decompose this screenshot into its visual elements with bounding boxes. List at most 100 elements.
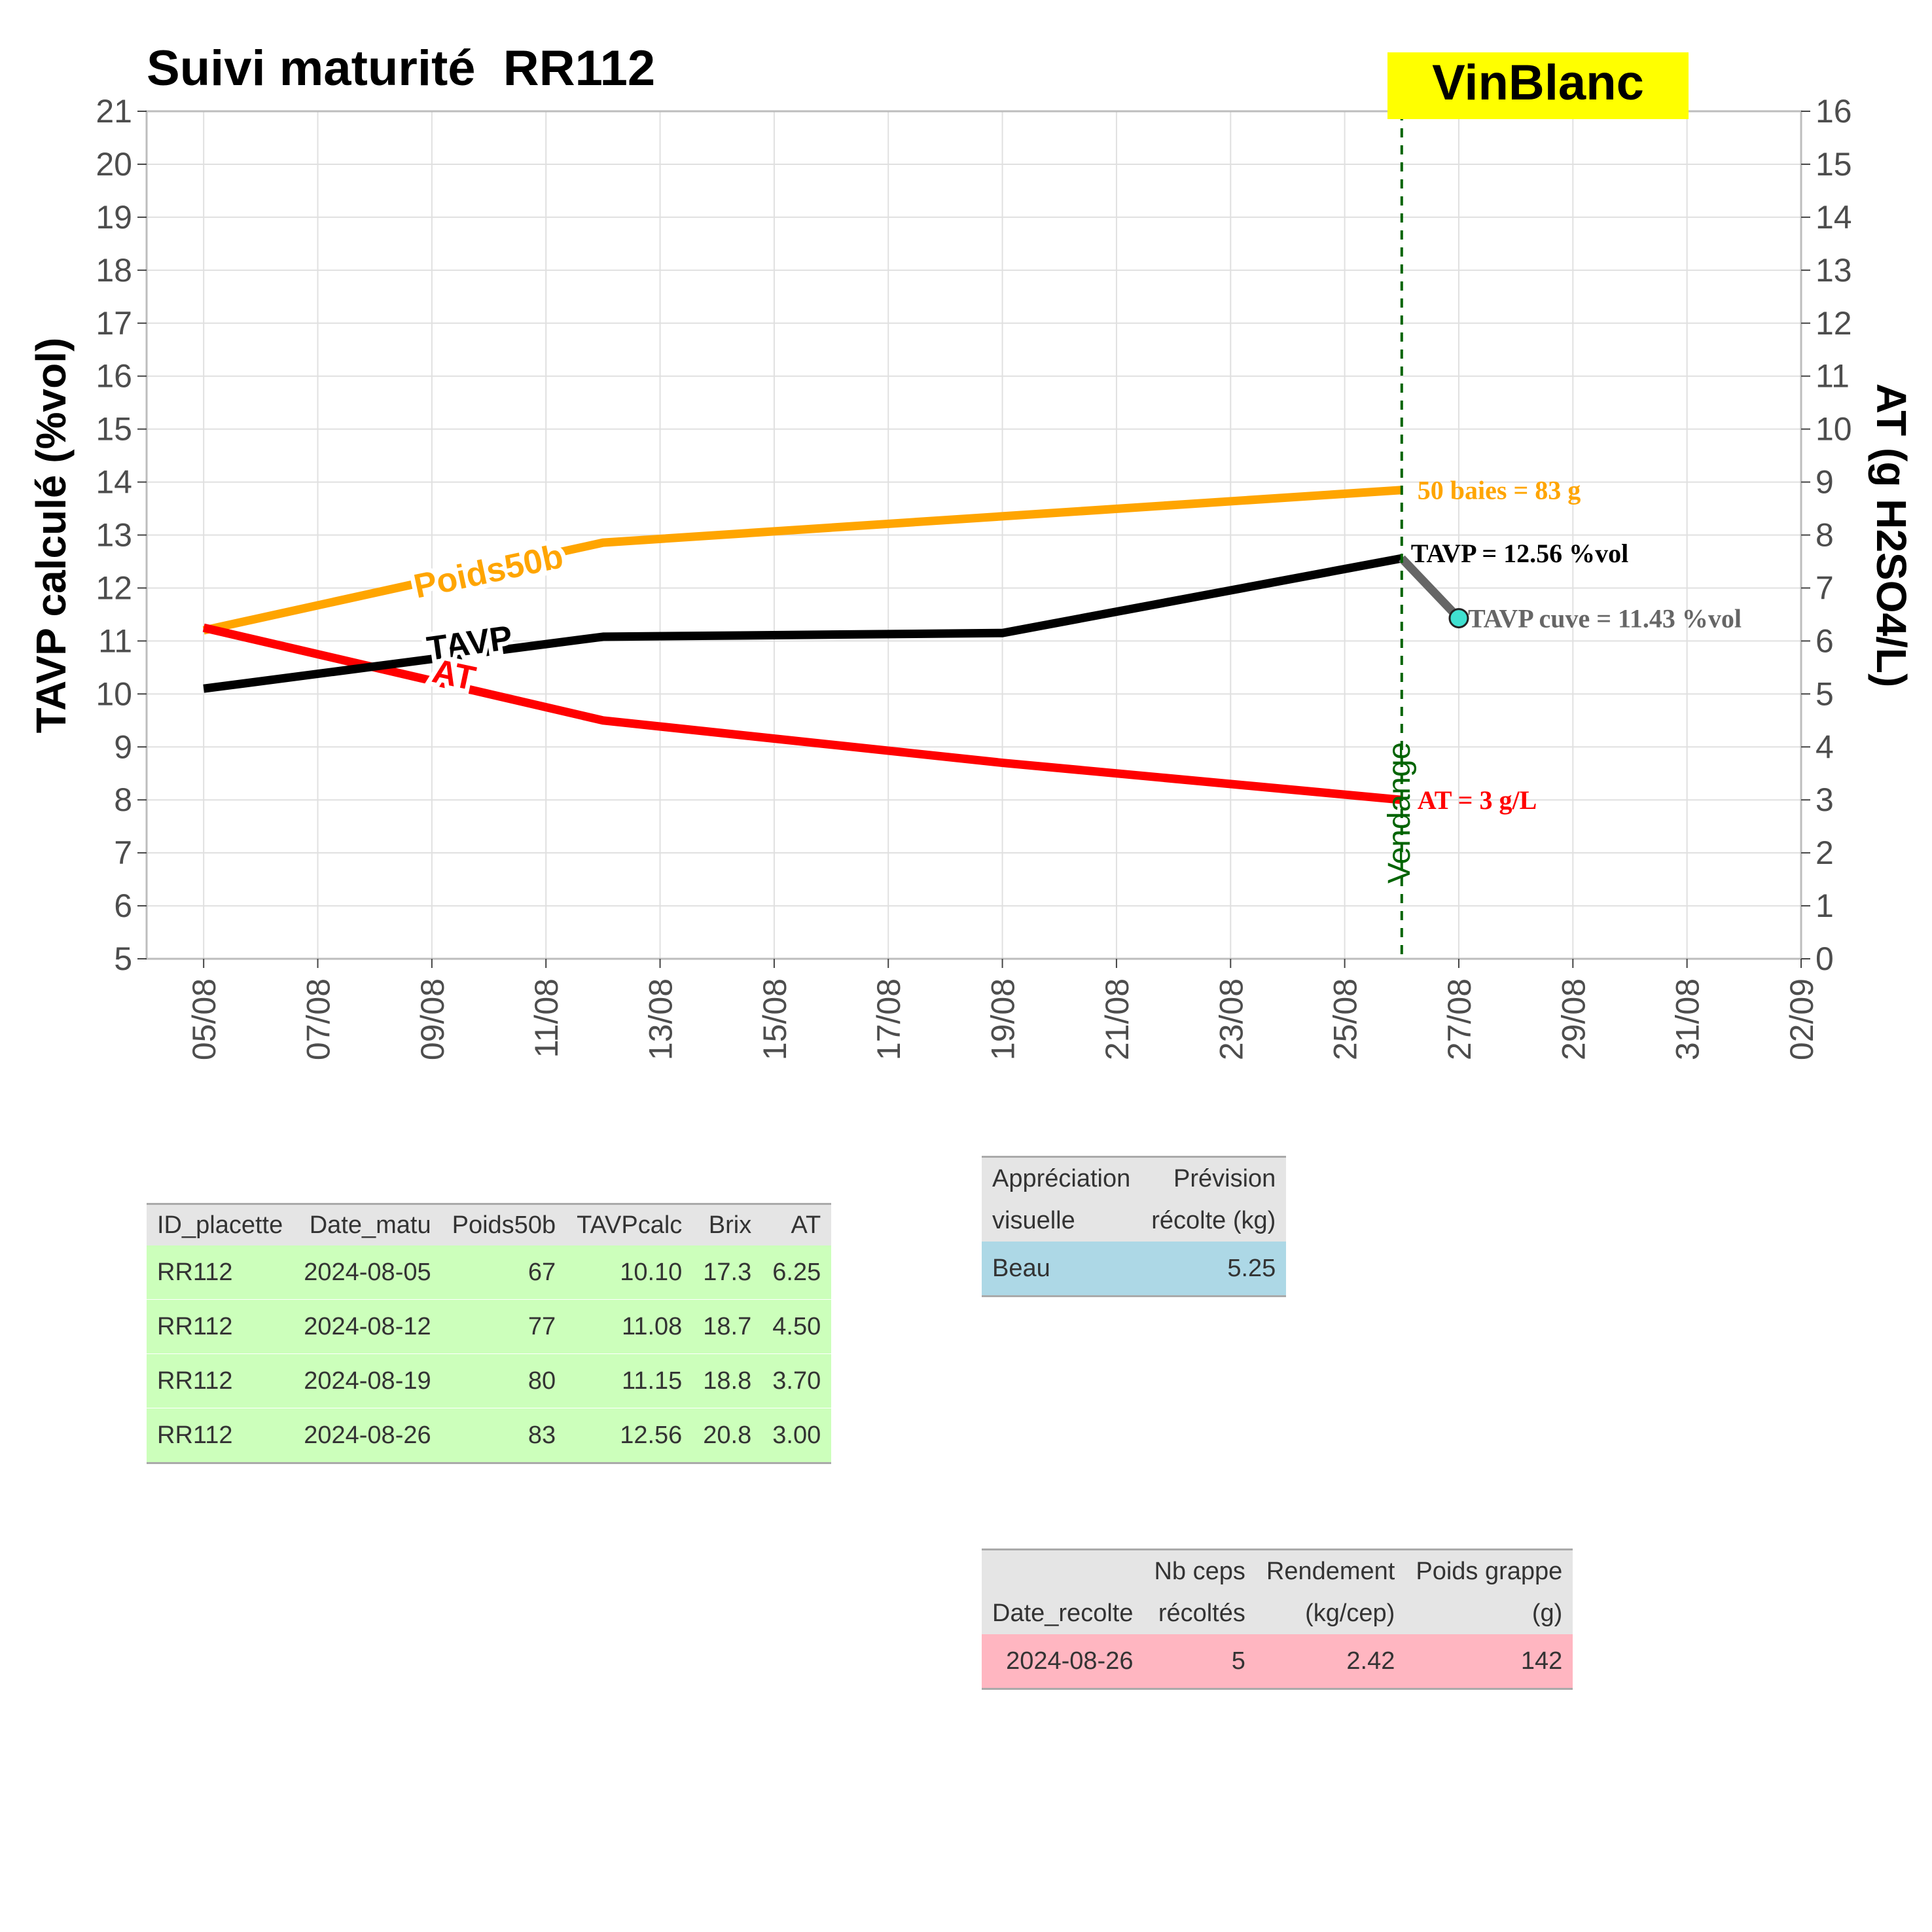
table-cell: 3.70 bbox=[762, 1353, 832, 1408]
x-tick-label: 25/08 bbox=[1327, 978, 1364, 1060]
chart-grid bbox=[147, 111, 1802, 959]
annotation-at: AT = 3 g/L bbox=[1418, 785, 1537, 815]
table-row: RR112 2024-08-19 80 11.15 18.8 3.70 bbox=[147, 1353, 832, 1408]
x-tick-label: 13/08 bbox=[643, 978, 679, 1060]
col-header-line: (g) bbox=[1531, 1600, 1563, 1627]
table-cell: 20.8 bbox=[692, 1408, 762, 1464]
y-axis-left-label: TAVP calculé (%vol) bbox=[27, 338, 75, 734]
table-cell: 2024-08-12 bbox=[293, 1299, 442, 1354]
y-left-tick-label: 13 bbox=[96, 517, 132, 554]
y-left-tick-label: 9 bbox=[114, 728, 132, 765]
y-left-tick-label: 11 bbox=[98, 622, 132, 659]
series-line-at bbox=[202, 623, 1403, 804]
annotation-cuve: TAVP cuve = 11.43 %vol bbox=[1468, 604, 1742, 634]
col-header: Prévision récolte (kg) bbox=[1141, 1156, 1287, 1242]
col-header: Date_recolte bbox=[982, 1548, 1144, 1634]
y-left-tick-label: 12 bbox=[96, 569, 132, 606]
appreciation-table: Appréciation visuelle Prévision récolte … bbox=[982, 1156, 1287, 1297]
x-tick-label: 27/08 bbox=[1441, 978, 1478, 1060]
table-cell: RR112 bbox=[147, 1299, 294, 1354]
chart-title: Suivi maturité RR112 bbox=[147, 41, 655, 96]
y-left-tick-label: 5 bbox=[114, 940, 132, 977]
col-header-line: Nb ceps bbox=[1154, 1558, 1245, 1585]
chart-axes: 05/08 07/08 09/08 11/08 13/08 15/08 17/08 19/08… bbox=[96, 93, 1851, 1060]
table-cell: 80 bbox=[441, 1353, 567, 1408]
table-cell: 2024-08-26 bbox=[293, 1408, 442, 1464]
col-header: Poids grappe (g) bbox=[1405, 1548, 1573, 1634]
y-right-tick-label: 0 bbox=[1816, 940, 1834, 977]
y-right-tick-label: 2 bbox=[1816, 834, 1834, 871]
y-right-tick-label: 11 bbox=[1816, 358, 1850, 395]
col-header: Date_matu bbox=[293, 1203, 442, 1245]
col-header-line: Poids grappe bbox=[1416, 1558, 1563, 1585]
col-header-line: (kg/cep) bbox=[1305, 1600, 1395, 1627]
y-left-tick-label: 7 bbox=[114, 834, 132, 871]
y-left-tick-label: 21 bbox=[96, 93, 132, 130]
x-tick-label: 21/08 bbox=[1099, 978, 1136, 1060]
y-right-tick-label: 13 bbox=[1816, 252, 1852, 289]
wine-type-badge: VinBlanc bbox=[1432, 55, 1644, 111]
y-right-tick-label: 14 bbox=[1816, 199, 1852, 236]
table-cell: 17.3 bbox=[692, 1245, 762, 1300]
annotation-tavp: TAVP = 12.56 %vol bbox=[1411, 539, 1628, 568]
y-right-tick-label: 5 bbox=[1816, 675, 1834, 712]
col-header: ID_placette bbox=[147, 1203, 294, 1245]
y-left-tick-label: 19 bbox=[96, 199, 132, 236]
col-header-line: Rendement bbox=[1266, 1558, 1395, 1585]
series-line-poids50b bbox=[202, 486, 1403, 635]
series-label-at: AT bbox=[429, 652, 478, 698]
y-left-tick-label: 6 bbox=[114, 887, 132, 924]
series-line-tavp bbox=[203, 554, 1403, 693]
y-right-tick-label: 12 bbox=[1816, 305, 1852, 342]
x-tick-label: 11/08 bbox=[528, 978, 565, 1058]
table-cell: 3.00 bbox=[762, 1408, 832, 1464]
y-left-tick-label: 20 bbox=[96, 146, 132, 183]
cuve-segment bbox=[1399, 555, 1462, 622]
y-right-tick-label: 15 bbox=[1816, 146, 1852, 183]
table-row: 2024-08-26 5 2.42 142 bbox=[982, 1634, 1573, 1690]
y-right-tick-label: 4 bbox=[1816, 728, 1834, 765]
col-header: Brix bbox=[692, 1203, 762, 1245]
y-right-tick-label: 7 bbox=[1816, 569, 1834, 606]
y-right-tick-label: 16 bbox=[1816, 93, 1852, 130]
table-cell: Beau bbox=[982, 1242, 1141, 1297]
table-cell: 142 bbox=[1405, 1634, 1573, 1690]
y-left-tick-label: 8 bbox=[114, 781, 132, 818]
table-cell: 5 bbox=[1143, 1634, 1256, 1690]
maturity-table: ID_placette Date_matu Poids50b TAVPcalc … bbox=[147, 1203, 832, 1464]
x-tick-label: 29/08 bbox=[1555, 978, 1592, 1060]
y-right-tick-label: 10 bbox=[1816, 411, 1852, 448]
col-header-line: Appréciation bbox=[992, 1165, 1131, 1192]
x-tick-label: 05/08 bbox=[186, 978, 223, 1060]
x-tick-label: 07/08 bbox=[300, 978, 337, 1060]
table-cell: RR112 bbox=[147, 1408, 294, 1464]
table-cell: 18.7 bbox=[692, 1299, 762, 1354]
harvest-table: Date_recolte Nb ceps récoltés Rendement … bbox=[982, 1548, 1573, 1690]
table-row: RR112 2024-08-12 77 11.08 18.7 4.50 bbox=[147, 1299, 832, 1354]
x-tick-label: 31/08 bbox=[1670, 978, 1706, 1060]
table-cell: 77 bbox=[441, 1299, 567, 1354]
wine-type-badge-bg bbox=[1387, 52, 1689, 119]
table-cell: RR112 bbox=[147, 1245, 294, 1300]
x-tick-label: 17/08 bbox=[870, 978, 907, 1060]
annotation-poids: 50 baies = 83 g bbox=[1418, 476, 1581, 505]
col-header: Nb ceps récoltés bbox=[1143, 1548, 1256, 1634]
table-cell: 4.50 bbox=[762, 1299, 832, 1354]
y-left-tick-label: 14 bbox=[96, 464, 132, 501]
x-tick-label: 19/08 bbox=[985, 978, 1022, 1060]
col-header-line bbox=[992, 1550, 1133, 1592]
x-tick-label: 09/08 bbox=[414, 978, 451, 1060]
table-cell: 10.10 bbox=[566, 1245, 693, 1300]
table-row: RR112 2024-08-26 83 12.56 20.8 3.00 bbox=[147, 1408, 832, 1464]
table-cell: 67 bbox=[441, 1245, 567, 1300]
y-left-tick-label: 15 bbox=[96, 411, 132, 448]
table-cell: 2024-08-26 bbox=[982, 1634, 1144, 1690]
harvest-label: Vendange bbox=[1382, 742, 1417, 884]
table-cell: 12.56 bbox=[566, 1408, 693, 1464]
x-tick-label: 02/09 bbox=[1783, 978, 1820, 1060]
table-cell: RR112 bbox=[147, 1353, 294, 1408]
y-left-tick-label: 17 bbox=[96, 305, 132, 342]
y-right-tick-label: 9 bbox=[1816, 464, 1834, 501]
x-tick-label: 23/08 bbox=[1213, 978, 1249, 1060]
